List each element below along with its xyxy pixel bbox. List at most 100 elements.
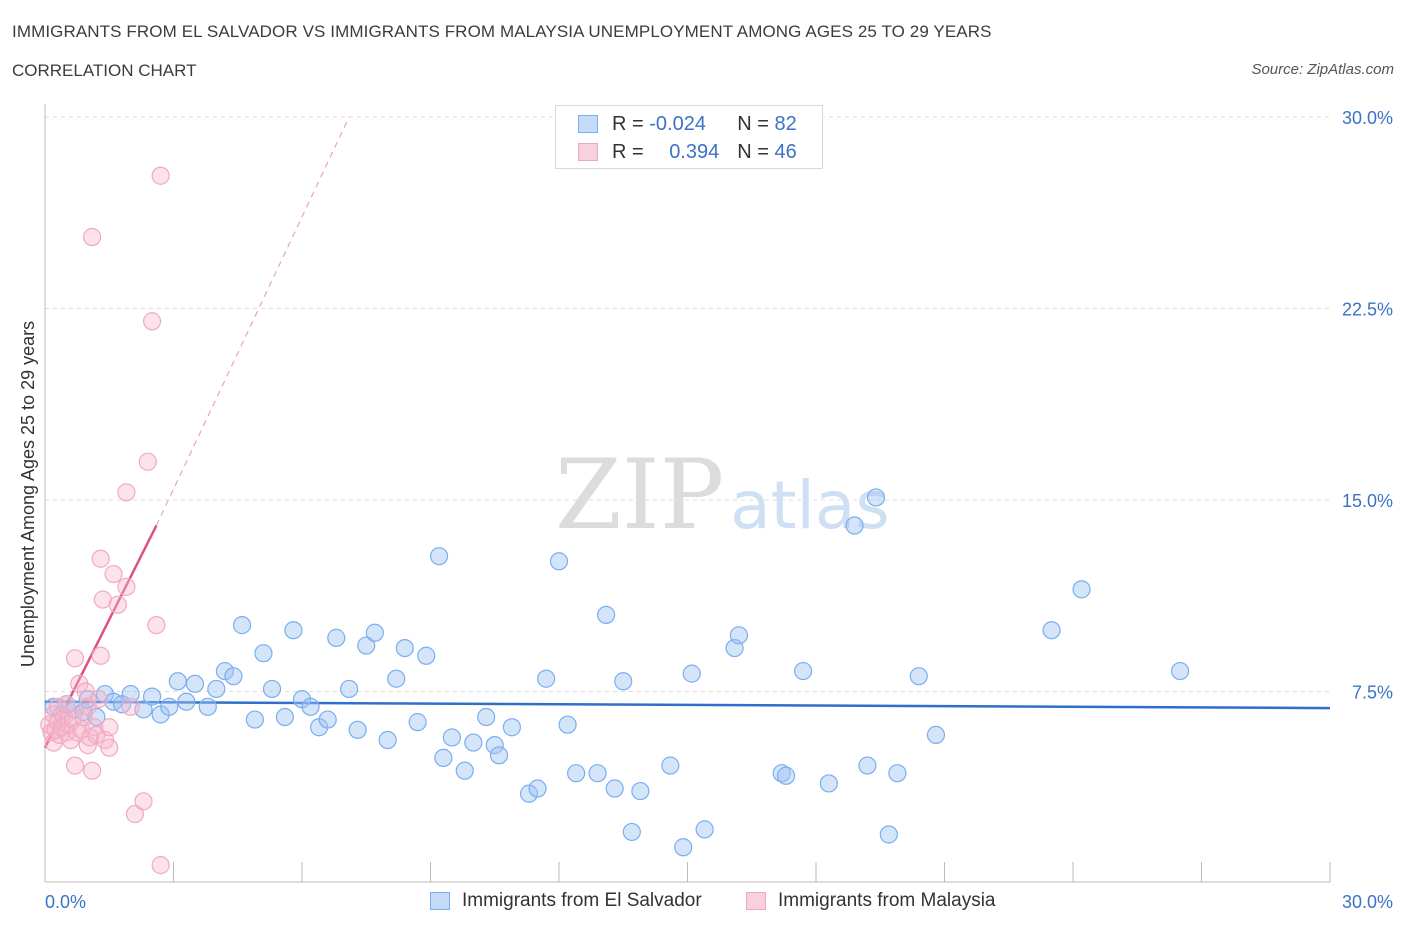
x-tick-label: 30.0% [1342,892,1393,912]
point-malaysia [125,804,145,824]
point-el-salvador [301,697,320,716]
point-el-salvador [160,697,179,716]
point-malaysia [151,166,170,185]
watermark: ZIPatlas [555,439,890,551]
point-el-salvador [682,664,701,683]
n-value-el-salvador: 82 [774,112,797,135]
point-malaysia [117,483,136,502]
point-el-salvador [614,672,633,691]
point-el-salvador [177,692,196,711]
point-el-salvador [888,764,907,783]
series-legend: Immigrants from El Salvador Immigrants f… [0,890,1406,914]
point-el-salvador [845,516,864,535]
legend-row-el-salvador: R = -0.024 N = 82 [578,111,797,137]
point-el-salvador [262,679,282,699]
trend-line-malaysia [43,524,158,749]
point-el-salvador [142,687,162,706]
point-malaysia [91,646,110,665]
point-el-salvador [340,679,359,699]
point-el-salvador [1072,580,1091,599]
point-el-salvador [198,697,217,716]
y-tick-label: 7.5% [1352,683,1393,703]
point-el-salvador [434,748,453,767]
legend-swatch-malaysia [578,143,598,161]
point-el-salvador [215,661,234,681]
point-malaysia [138,452,157,471]
point-el-salvador [926,725,946,745]
point-malaysia [151,856,170,875]
point-el-salvador [695,820,714,839]
point-malaysia [91,549,110,568]
point-el-salvador [537,669,556,688]
point-malaysia [100,738,119,757]
trend-line-el-salvador [44,700,1331,710]
point-malaysia [100,718,119,737]
point-malaysia [104,564,123,584]
point-el-salvador [588,764,607,783]
scatter-points [40,166,1190,875]
r-label: R = [612,112,650,135]
point-el-salvador [502,718,521,737]
point-malaysia [117,577,136,596]
point-el-salvador [597,605,616,625]
legend-swatch-el-salvador [430,892,450,910]
point-malaysia [147,616,166,635]
point-el-salvador [185,674,205,693]
point-el-salvador [567,764,586,783]
point-malaysia [65,756,85,775]
point-el-salvador [395,638,414,658]
point-el-salvador [168,672,187,691]
legend-item-malaysia[interactable]: Immigrants from Malaysia [746,890,996,912]
point-el-salvador [327,628,346,647]
trend-lines [43,116,1331,749]
point-malaysia [57,695,76,714]
r-value-el-salvador: -0.024 [649,112,706,135]
legend-swatch-el-salvador [578,115,598,133]
point-el-salvador [348,720,367,739]
point-el-salvador [631,781,650,801]
legend-label-el-salvador: Immigrants from El Salvador [462,890,702,911]
point-el-salvador [729,626,749,645]
point-el-salvador [357,636,376,655]
y-axis-label: Unemployment Among Ages 25 to 29 years [18,321,38,667]
point-el-salvador [245,710,264,729]
chart-source: Source: ZipAtlas.com [1251,61,1394,78]
trend-line-malaysia-extrapolated [155,116,350,526]
axes [44,104,1331,883]
point-el-salvador [1042,621,1061,640]
n-label: N = [737,140,775,163]
legend-item-el-salvador[interactable]: Immigrants from El Salvador [430,890,702,912]
point-malaysia [89,690,108,709]
x-tick-label: 0.0% [45,892,86,912]
legend-row-malaysia: R = 0.394 N = 46 [578,139,797,165]
point-el-salvador [387,669,406,688]
point-el-salvador [207,679,226,699]
legend-swatch-malaysia [746,892,766,910]
point-el-salvador [417,646,436,665]
point-el-salvador [819,774,838,793]
point-el-salvador [794,661,813,681]
point-el-salvador [622,822,641,842]
y-tick-label: 30.0% [1342,108,1393,128]
point-el-salvador [284,621,303,640]
point-el-salvador [879,825,898,844]
point-el-salvador [408,713,427,732]
point-el-salvador [429,547,449,566]
point-el-salvador [858,756,877,775]
point-el-salvador [558,715,577,734]
correlation-legend: R = -0.024 N = 82 R = 0.394 N = 46 [555,105,823,169]
point-el-salvador [254,644,273,663]
point-el-salvador [442,728,462,747]
point-el-salvador [477,707,496,727]
point-el-salvador [661,756,680,775]
point-el-salvador [121,684,140,704]
point-el-salvador [275,707,294,727]
point-el-salvador [549,552,569,571]
point-el-salvador [1170,661,1190,681]
point-el-salvador [232,616,252,635]
point-el-salvador [318,710,337,729]
point-el-salvador [489,746,509,765]
point-malaysia [108,595,127,614]
chart-title: IMMIGRANTS FROM EL SALVADOR VS IMMIGRANT… [12,22,992,41]
